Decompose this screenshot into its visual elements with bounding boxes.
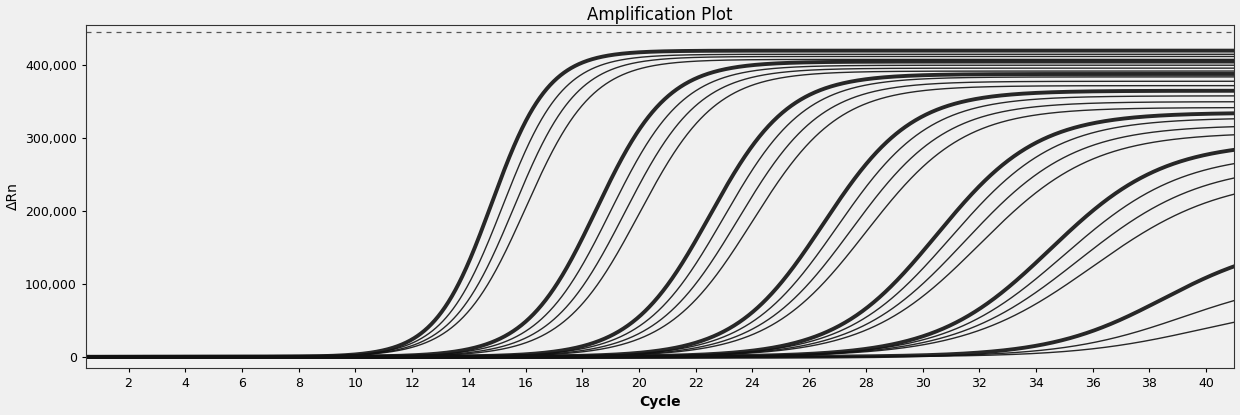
Y-axis label: ΔRn: ΔRn: [5, 183, 20, 210]
Title: Amplification Plot: Amplification Plot: [588, 5, 733, 24]
X-axis label: Cycle: Cycle: [640, 395, 681, 410]
